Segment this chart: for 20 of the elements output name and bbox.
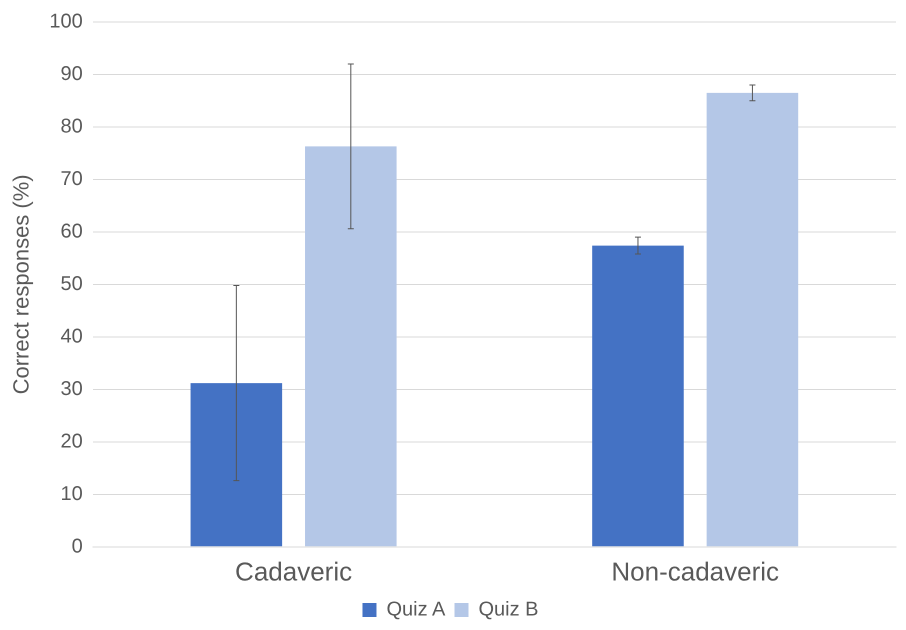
bar bbox=[706, 92, 798, 546]
y-tick-label: 30 bbox=[60, 378, 83, 400]
bar bbox=[190, 383, 282, 546]
x-tick-label: Cadaveric bbox=[235, 556, 352, 587]
y-tick-label: 20 bbox=[60, 430, 83, 452]
y-tick-label: 60 bbox=[60, 220, 83, 242]
bar bbox=[305, 146, 397, 546]
bar bbox=[592, 246, 684, 546]
y-tick-label: 0 bbox=[72, 535, 83, 558]
y-tick-label: 70 bbox=[60, 168, 83, 190]
x-tick-label: Non-cadaveric bbox=[611, 556, 780, 587]
y-tick-label: 40 bbox=[60, 325, 83, 348]
y-tick-label: 80 bbox=[60, 115, 83, 138]
legend-label: Quiz A bbox=[386, 598, 446, 621]
legend-label: Quiz B bbox=[478, 598, 539, 621]
y-tick-label: 10 bbox=[60, 482, 83, 505]
y-tick-label: 100 bbox=[49, 10, 83, 33]
y-tick-label: 90 bbox=[60, 62, 83, 85]
y-axis-title: Correct responses (%) bbox=[8, 174, 34, 394]
y-tick-label: 50 bbox=[60, 272, 83, 295]
